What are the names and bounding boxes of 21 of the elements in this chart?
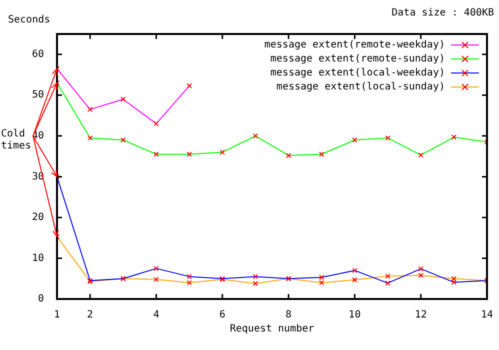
y-tick-label: 0 xyxy=(38,294,44,305)
y-axis-title: Seconds xyxy=(8,14,50,26)
text: Cold times xyxy=(1,128,32,152)
y-tick-label: 60 xyxy=(32,48,44,60)
x-tick-label: 4 xyxy=(153,310,160,321)
x-tick-label: 2 xyxy=(87,310,94,321)
legend-label: message extent(local-sunday) xyxy=(276,82,445,93)
x-tick-label: 12 xyxy=(414,310,427,321)
x-tick-label: 8 xyxy=(286,310,292,321)
x-tick-label: 14 xyxy=(480,310,494,321)
legend-label: message extent(remote-sunday) xyxy=(270,54,445,65)
y-tick-label: 10 xyxy=(32,252,44,264)
text: Data size : 400KB xyxy=(392,8,494,19)
x-tick-label: 1 xyxy=(54,310,60,321)
legend-label: message extent(local-weekday) xyxy=(270,68,445,79)
legend-label: message extent(remote-weekday) xyxy=(264,40,445,51)
x-axis-title: Request number xyxy=(230,324,314,335)
x-tick-label: 10 xyxy=(348,310,361,321)
y-tick-label: 20 xyxy=(32,212,44,224)
y-tick-label: 50 xyxy=(32,90,44,101)
x-tick-label: 6 xyxy=(219,310,226,321)
